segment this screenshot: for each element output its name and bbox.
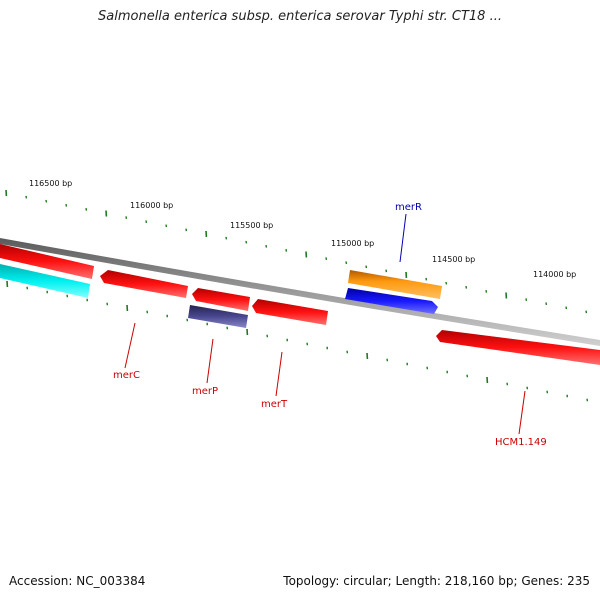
gene-cyan-left-edge[interactable] xyxy=(0,264,90,298)
scale-label-116000: 116000 bp xyxy=(130,201,173,210)
scale-label-114500: 114500 bp xyxy=(432,255,475,264)
scale-label-115500: 115500 bp xyxy=(230,221,273,230)
gene-merR-blue[interactable] xyxy=(345,288,438,314)
gene-label-merC[interactable]: merC xyxy=(113,370,140,381)
scale-label-116500: 116500 bp xyxy=(29,179,72,188)
gene-merR-orange[interactable] xyxy=(348,270,442,299)
gene-merC[interactable] xyxy=(100,270,188,298)
inner-scale-ticks xyxy=(6,280,589,402)
organism-title: Salmonella enterica subsp. enterica sero… xyxy=(98,9,502,24)
callout-HCM1-149 xyxy=(518,390,526,435)
gene-label-merR[interactable]: merR xyxy=(395,202,422,213)
callout-merR xyxy=(399,213,407,263)
scale-label-114000: 114000 bp xyxy=(533,270,576,279)
gene-red-left-edge[interactable] xyxy=(0,244,94,279)
plasmid-backbone xyxy=(0,238,600,346)
callout-merT xyxy=(275,351,283,397)
gene-merT[interactable] xyxy=(252,299,328,325)
gene-label-merP[interactable]: merP xyxy=(192,386,218,397)
scale-label-115000: 115000 bp xyxy=(331,239,374,248)
accession-info: Accession: NC_003384 xyxy=(9,574,146,588)
gene-label-HCM1-149[interactable]: HCM1.149 xyxy=(495,437,547,448)
callout-merP xyxy=(206,338,214,384)
gene-label-merT[interactable]: merT xyxy=(261,399,288,410)
gene-HCM1-149[interactable] xyxy=(436,330,600,365)
gene-merP-red[interactable] xyxy=(192,288,250,311)
topology-summary: Topology: circular; Length: 218,160 bp; … xyxy=(283,574,590,588)
callout-merC xyxy=(124,322,136,369)
outer-scale-ticks xyxy=(5,189,588,314)
gene-merP-slate[interactable] xyxy=(188,305,248,328)
